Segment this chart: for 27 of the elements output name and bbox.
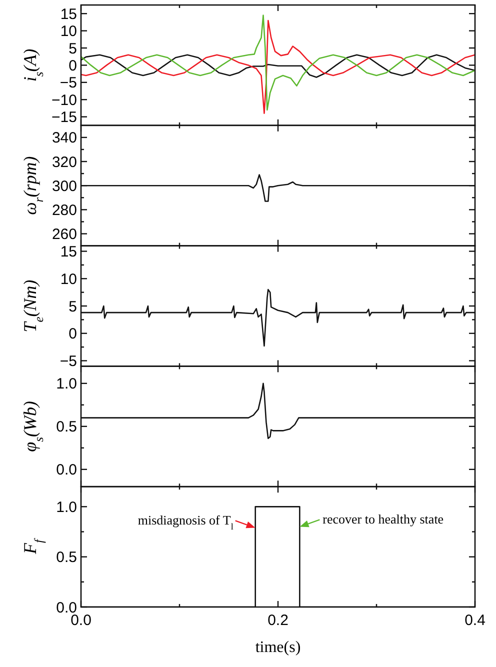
y-tick-label: 15: [60, 244, 77, 261]
y-tick-label: 0.0: [56, 462, 77, 479]
y-tick-label: 1.0: [56, 376, 77, 393]
y-tick-label: 5: [68, 40, 77, 58]
y-tick-label: 10: [60, 23, 77, 40]
y-tick-label: 0: [68, 57, 77, 74]
y-tick-label: −5: [60, 74, 77, 92]
y-tick-label: −5: [60, 352, 77, 370]
y-tick-label: 15: [60, 6, 77, 23]
y-tick-label: −15: [52, 109, 77, 126]
y-tick-label: −10: [52, 92, 77, 109]
y-tick-label: 300: [52, 178, 77, 195]
y-tick-label: 0: [68, 326, 77, 343]
annotation: recover to healthy state: [322, 512, 444, 527]
annotation: misdiagnosis of T$_{l}$: [138, 512, 234, 532]
y-tick-label: 5: [68, 298, 77, 316]
x-tick-label: 0.2: [268, 612, 288, 629]
y-tick-label: 280: [52, 202, 77, 219]
y-tick-label: 260: [52, 226, 77, 244]
x-axis-title: time(s): [255, 639, 301, 656]
y-tick-label: 0.5: [56, 418, 77, 436]
y-tick-label: 10: [60, 270, 77, 288]
y-tick-label: 0.5: [56, 549, 77, 566]
y-tick-label: 320: [52, 154, 77, 171]
y-tick-label: 340: [52, 130, 77, 147]
x-tick-label: 0.4: [464, 612, 486, 629]
y-tick-label: 1.0: [56, 498, 77, 516]
